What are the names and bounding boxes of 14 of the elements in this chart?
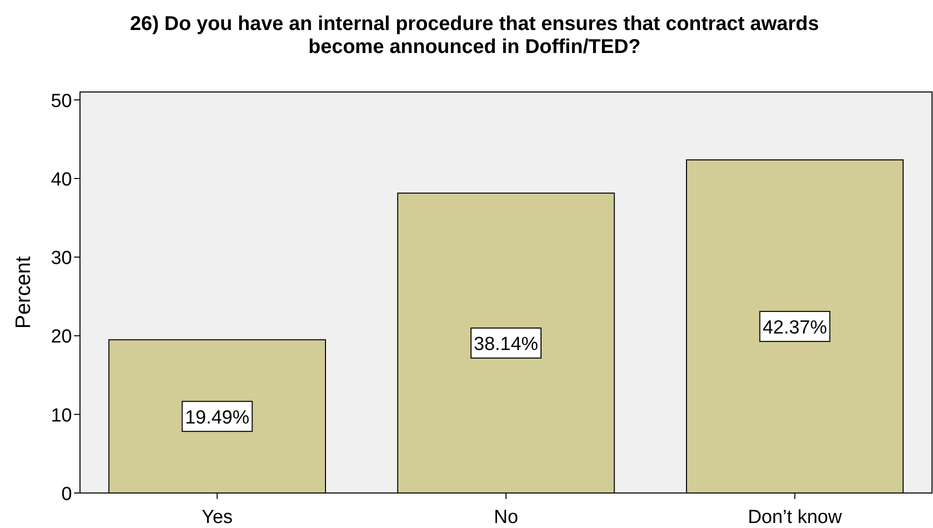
y-tick-label: 50 [50, 90, 72, 112]
chart-title: 26) Do you have an internal procedure that ensures that contract awards become announced in Doffin/TED? [130, 13, 820, 58]
x-tick-label: Don’t know [748, 507, 842, 528]
y-tick-label: 10 [50, 405, 72, 426]
x-tick-label: Yes [202, 507, 233, 528]
data-label: 38.14% [474, 334, 538, 356]
y-tick-label: 40 [50, 169, 72, 190]
data-label: 42.37% [762, 317, 828, 338]
x-tick-label: No [494, 507, 518, 528]
y-tick-label: 30 [50, 248, 72, 270]
y-tick-label: 0 [61, 484, 72, 505]
y-tick-label: 20 [50, 326, 72, 348]
data-label: 19.49% [184, 407, 250, 428]
y-axis-title: Percent [12, 256, 35, 329]
